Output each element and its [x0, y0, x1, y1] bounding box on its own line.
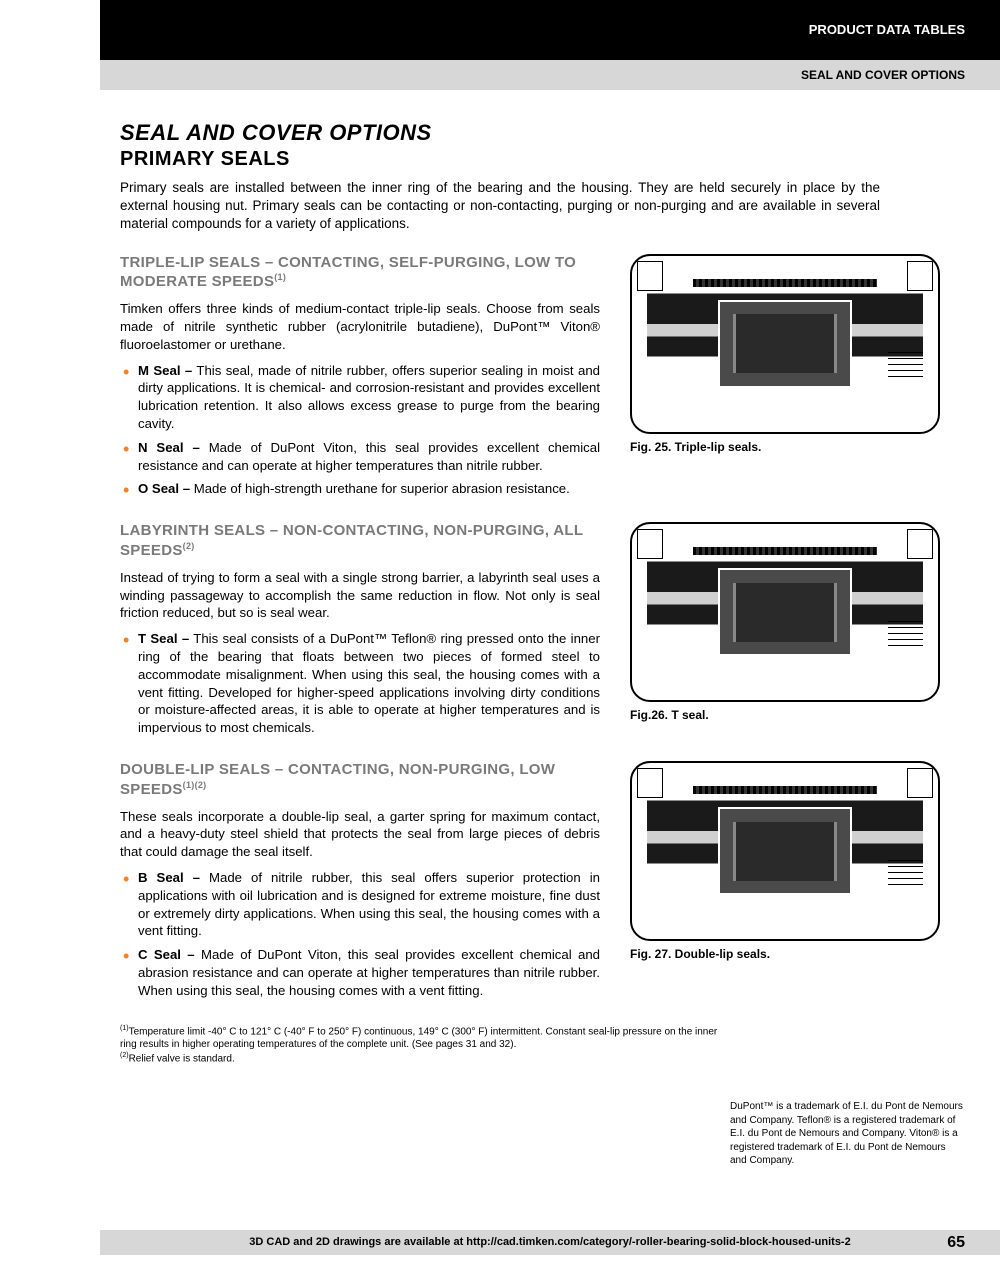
- footnote-line: (2)Relief valve is standard.: [120, 1051, 720, 1065]
- section-paragraph: Timken offers three kinds of medium-cont…: [120, 300, 600, 353]
- section-paragraph: Instead of trying to form a seal with a …: [120, 569, 600, 622]
- figure-caption: Fig.26. T seal.: [630, 708, 940, 722]
- bullet-item: M Seal – This seal, made of nitrile rubb…: [120, 362, 600, 433]
- section-paragraph: These seals incorporate a double-lip sea…: [120, 808, 600, 861]
- header-section: SEAL AND COVER OPTIONS: [801, 68, 965, 82]
- header-gray-bar: SEAL AND COVER OPTIONS: [100, 60, 1000, 90]
- footer-text: 3D CAD and 2D drawings are available at …: [249, 1236, 850, 1248]
- bullet-item: B Seal – Made of nitrile rubber, this se…: [120, 869, 600, 940]
- section-heading: LABYRINTH SEALS – NON-CONTACTING, NON-PU…: [120, 522, 600, 561]
- bullet-item: N Seal – Made of DuPont Viton, this seal…: [120, 439, 600, 475]
- section-row: TRIPLE-LIP SEALS – CONTACTING, SELF-PURG…: [120, 254, 970, 505]
- figure-diagram: [630, 254, 940, 434]
- section-heading: DOUBLE-LIP SEALS – CONTACTING, NON-PURGI…: [120, 761, 600, 800]
- section-row: LABYRINTH SEALS – NON-CONTACTING, NON-PU…: [120, 522, 970, 743]
- figure-caption: Fig. 25. Triple-lip seals.: [630, 440, 940, 454]
- page-title: SEAL AND COVER OPTIONS: [120, 120, 970, 146]
- figure-diagram: [630, 761, 940, 941]
- figure-caption: Fig. 27. Double-lip seals.: [630, 947, 940, 961]
- page-number: 65: [947, 1234, 965, 1252]
- footnote-line: (1)Temperature limit -40° C to 121° C (-…: [120, 1024, 720, 1051]
- figure-diagram: [630, 522, 940, 702]
- bullet-item: T Seal – This seal consists of a DuPont™…: [120, 630, 600, 737]
- bullet-item: C Seal – Made of DuPont Viton, this seal…: [120, 946, 600, 999]
- intro-paragraph: Primary seals are installed between the …: [120, 179, 880, 234]
- footer-bar: 3D CAD and 2D drawings are available at …: [100, 1230, 1000, 1255]
- page-subtitle: PRIMARY SEALS: [120, 148, 970, 171]
- page-content: SEAL AND COVER OPTIONS PRIMARY SEALS Pri…: [0, 90, 970, 1065]
- section-heading: TRIPLE-LIP SEALS – CONTACTING, SELF-PURG…: [120, 254, 600, 293]
- footnotes: (1)Temperature limit -40° C to 121° C (-…: [120, 1024, 720, 1066]
- bullet-item: O Seal – Made of high-strength urethane …: [120, 480, 600, 498]
- trademark-note: DuPont™ is a trademark of E.I. du Pont d…: [730, 1100, 965, 1168]
- header-black-bar: PRODUCT DATA TABLES: [100, 0, 1000, 60]
- header-category: PRODUCT DATA TABLES: [809, 22, 965, 37]
- section-row: DOUBLE-LIP SEALS – CONTACTING, NON-PURGI…: [120, 761, 970, 1006]
